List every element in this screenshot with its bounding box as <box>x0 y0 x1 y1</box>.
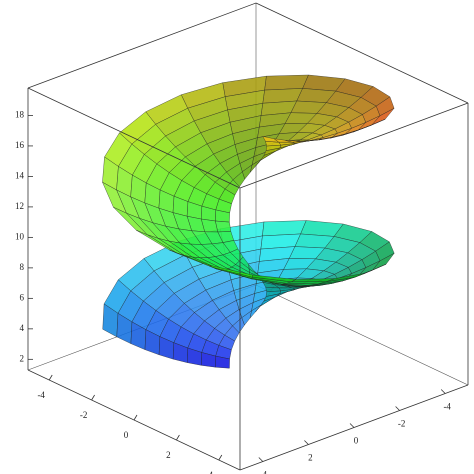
surface-patch <box>209 264 253 278</box>
z-tick-label: 2 <box>20 353 25 363</box>
y-tick-label: 2 <box>308 453 313 463</box>
y-tick <box>440 389 446 394</box>
x-tick <box>91 394 95 401</box>
y-tick-label: -4 <box>443 402 451 412</box>
x-tick-label: 2 <box>166 450 171 460</box>
z-tick-label: 18 <box>15 110 25 120</box>
z-tick-label: 16 <box>15 140 25 150</box>
surface-patch <box>264 74 309 91</box>
z-tick-label: 10 <box>15 231 25 241</box>
z-tick-label: 8 <box>20 262 25 272</box>
y-tick-label: 4 <box>263 470 268 474</box>
x-tick <box>218 454 223 461</box>
x-tick-label: -2 <box>80 410 88 420</box>
y-tick <box>304 440 309 445</box>
z-tick-label: 4 <box>20 323 25 333</box>
box-edge <box>255 284 469 386</box>
x-tick <box>133 414 138 421</box>
z-tick-label: 6 <box>20 292 25 302</box>
x-tick <box>48 374 53 381</box>
x-tick-label: 4 <box>209 470 214 474</box>
y-tick-label: 0 <box>354 436 359 446</box>
y-tick <box>258 457 264 462</box>
z-tick-label: 12 <box>15 201 24 211</box>
surface-patch <box>215 220 232 233</box>
box-edge <box>27 2 257 89</box>
x-tick-label: -4 <box>37 390 45 400</box>
x-tick-label: 0 <box>124 430 129 440</box>
box-edge <box>239 102 469 189</box>
y-tick <box>349 423 355 428</box>
surface-patch <box>187 347 202 366</box>
y-tick <box>395 406 400 411</box>
x-tick <box>176 434 180 441</box>
box-edge <box>255 2 469 104</box>
y-tick-label: -2 <box>398 419 406 429</box>
surface-patch <box>352 119 386 133</box>
surface-patch <box>262 220 307 237</box>
box-edge <box>27 87 241 189</box>
z-tick-label: 14 <box>15 170 25 180</box>
